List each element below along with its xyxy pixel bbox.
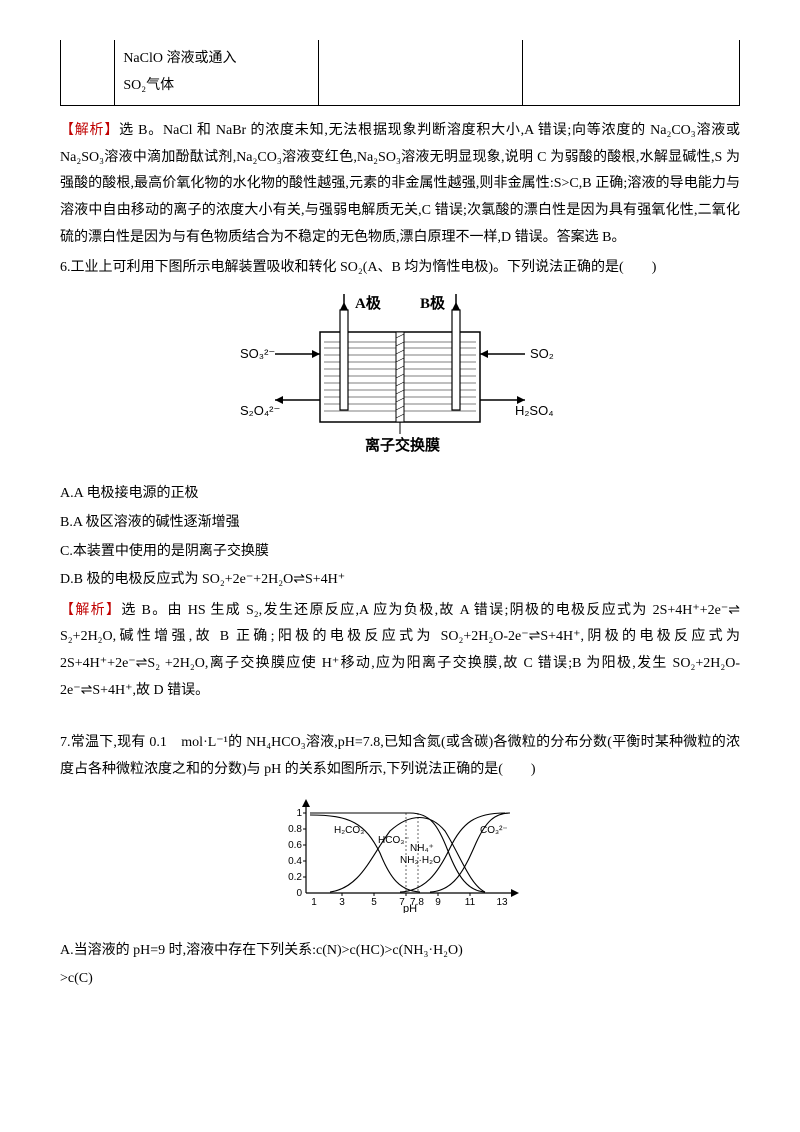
svg-text:NH₃·H₂O: NH₃·H₂O [400, 855, 441, 866]
svg-text:CO₃²⁻: CO₃²⁻ [480, 825, 508, 836]
q7-option-a-line1: A.当溶液的 pH=9 时,溶液中存在下列关系:c(N)>c(HC)>c(NH₃… [60, 938, 740, 965]
svg-text:1: 1 [296, 808, 302, 819]
table-cell-empty-0 [61, 40, 115, 106]
analysis-5-text: 选 B。NaCl 和 NaBr 的浓度未知,无法根据现象判断溶度积大小,A 错误… [60, 123, 740, 244]
svg-text:9: 9 [435, 897, 441, 908]
q6-option-d: D.B 极的电极反应式为 SO₂+2e⁻+2H₂O⇌S+4H⁺ [60, 567, 740, 594]
svg-text:0: 0 [296, 888, 302, 899]
table-cell-1-line1: NaClO 溶液或通入 [123, 46, 310, 73]
svg-text:0.4: 0.4 [288, 856, 302, 867]
svg-text:5: 5 [371, 897, 377, 908]
q6-option-a: A.A 电极接电源的正极 [60, 481, 740, 508]
label-b: B极 [420, 294, 446, 312]
table-cell-3 [522, 40, 739, 106]
figure-6: A极 B极 SO₃²⁻ S₂O₄²⁻ SO₂ H₂SO₄ 离子交换膜 [60, 292, 740, 468]
svg-text:1: 1 [311, 897, 317, 908]
table-cell-1: NaClO 溶液或通入 SO₂气体 [115, 40, 319, 106]
q6-stem: 6.工业上可利用下图所示电解装置吸收和转化 SO₂(A、B 均为惰性电极)。下列… [60, 255, 740, 282]
figure-7: 0 0.2 0.4 0.6 0.8 1 1 3 5 7 [60, 793, 740, 924]
analysis-5: 【解析】选 B。NaCl 和 NaBr 的浓度未知,无法根据现象判断溶度积大小,… [60, 118, 740, 251]
label-membrane: 离子交换膜 [365, 436, 440, 454]
label-a: A极 [355, 294, 382, 312]
analysis-tag-6: 【解析】 [60, 603, 121, 618]
svg-text:0.8: 0.8 [288, 824, 302, 835]
svg-text:pH: pH [403, 903, 417, 913]
svg-text:11: 11 [465, 897, 476, 908]
distribution-chart: 0 0.2 0.4 0.6 0.8 1 1 3 5 7 [270, 793, 530, 913]
table-fragment: NaClO 溶液或通入 SO₂气体 [60, 40, 740, 106]
label-s2o4: S₂O₄²⁻ [240, 403, 280, 418]
analysis-tag: 【解析】 [60, 123, 119, 138]
q7-option-a-line2: >c(C) [60, 966, 740, 993]
svg-text:HCO₃⁻: HCO₃⁻ [378, 835, 410, 846]
table-row: NaClO 溶液或通入 SO₂气体 [61, 40, 740, 106]
electrolysis-diagram: A极 B极 SO₃²⁻ S₂O₄²⁻ SO₂ H₂SO₄ 离子交换膜 [240, 292, 560, 457]
q6-option-c: C.本装置中使用的是阴离子交换膜 [60, 539, 740, 566]
document-page: NaClO 溶液或通入 SO₂气体 【解析】选 B。NaCl 和 NaBr 的浓… [0, 0, 800, 1035]
svg-text:NH₄⁺: NH₄⁺ [410, 843, 434, 854]
table-cell-2 [319, 40, 523, 106]
svg-text:0.2: 0.2 [288, 872, 302, 883]
q6-option-b: B.A 极区溶液的碱性逐渐增强 [60, 510, 740, 537]
analysis-6: 【解析】选 B。由 HS 生成 S₂,发生还原反应,A 应为负极,故 A 错误;… [60, 598, 740, 704]
table-cell-1-line2: SO₂气体 [123, 73, 310, 100]
label-so3: SO₃²⁻ [240, 346, 275, 361]
analysis-6-text: 选 B。由 HS 生成 S₂,发生还原反应,A 应为负极,故 A 错误;阴极的电… [60, 603, 740, 698]
svg-text:3: 3 [339, 897, 345, 908]
svg-text:13: 13 [496, 897, 508, 908]
svg-text:H₂CO₃: H₂CO₃ [334, 825, 364, 836]
label-h2so4: H₂SO₄ [515, 403, 554, 418]
svg-text:0.6: 0.6 [288, 840, 302, 851]
q7-stem: 7.常温下,现有 0.1 mol·L⁻¹的 NH₄HCO₃溶液,pH=7.8,已… [60, 730, 740, 783]
label-so2: SO₂ [530, 346, 554, 361]
spacer [60, 708, 740, 726]
